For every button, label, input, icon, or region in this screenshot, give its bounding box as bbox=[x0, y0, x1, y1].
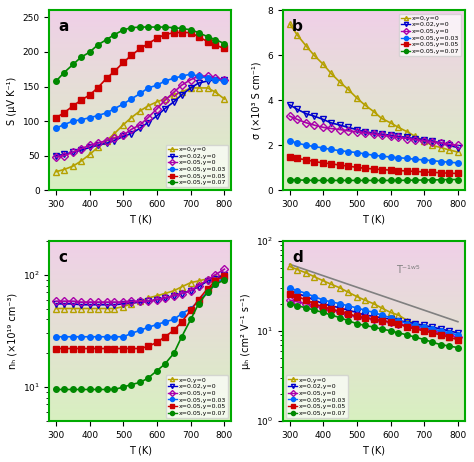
Text: T⁻¹ʷ⁵: T⁻¹ʷ⁵ bbox=[396, 265, 419, 275]
Text: c: c bbox=[59, 250, 68, 265]
X-axis label: T (K): T (K) bbox=[129, 214, 152, 225]
Legend: x=0,y=0, x=0.02,y=0, x=0.05,y=0, x=0.05,y=0.03, x=0.05,y=0.05, x=0.05,y=0.07: x=0,y=0, x=0.02,y=0, x=0.05,y=0, x=0.05,… bbox=[165, 376, 228, 418]
Y-axis label: nₕ (×10¹⁹ cm⁻³): nₕ (×10¹⁹ cm⁻³) bbox=[7, 293, 17, 369]
Legend: x=0,y=0, x=0.02,y=0, x=0.05,y=0, x=0.05,y=0.03, x=0.05,y=0.05, x=0.05,y=0.07: x=0,y=0, x=0.02,y=0, x=0.05,y=0, x=0.05,… bbox=[165, 145, 228, 187]
Legend: x=0,y=0, x=0.02,y=0, x=0.05,y=0, x=0.05,y=0.03, x=0.05,y=0.05, x=0.05,y=0.07: x=0,y=0, x=0.02,y=0, x=0.05,y=0, x=0.05,… bbox=[399, 13, 462, 56]
X-axis label: T (K): T (K) bbox=[362, 214, 385, 225]
Legend: x=0,y=0, x=0.02,y=0, x=0.05,y=0, x=0.05,y=0.03, x=0.05,y=0.05, x=0.05,y=0.07: x=0,y=0, x=0.02,y=0, x=0.05,y=0, x=0.05,… bbox=[286, 376, 348, 418]
Text: d: d bbox=[292, 250, 303, 265]
Text: a: a bbox=[59, 19, 69, 35]
Y-axis label: μₕ (cm² V⁻¹ s⁻¹): μₕ (cm² V⁻¹ s⁻¹) bbox=[240, 293, 251, 369]
X-axis label: T (K): T (K) bbox=[129, 445, 152, 455]
X-axis label: T (K): T (K) bbox=[362, 445, 385, 455]
Y-axis label: S (μV K⁻¹): S (μV K⁻¹) bbox=[7, 76, 17, 124]
Text: b: b bbox=[292, 19, 303, 35]
Y-axis label: σ (×10³ S cm⁻¹): σ (×10³ S cm⁻¹) bbox=[252, 61, 262, 139]
